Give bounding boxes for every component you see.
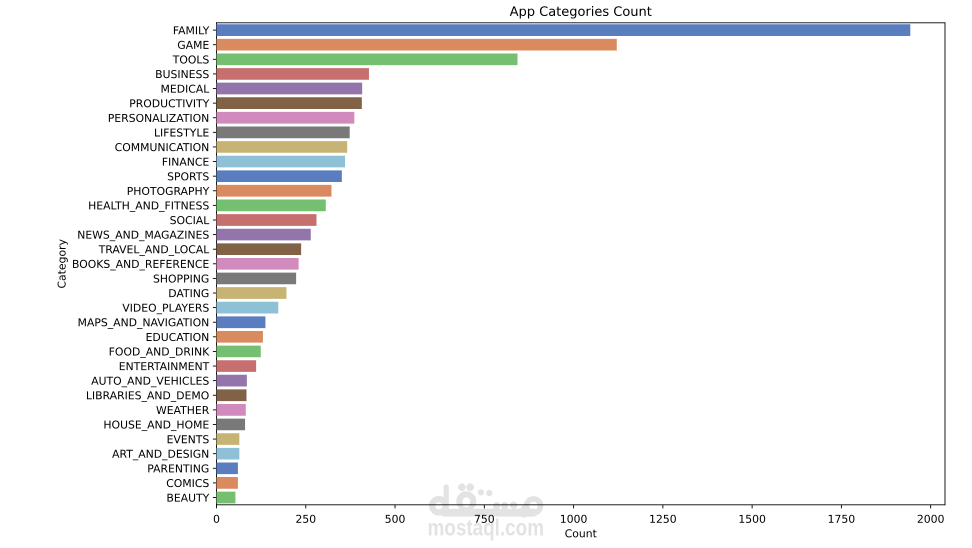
svg-text:mostaql.com: mostaql.com: [427, 515, 543, 541]
